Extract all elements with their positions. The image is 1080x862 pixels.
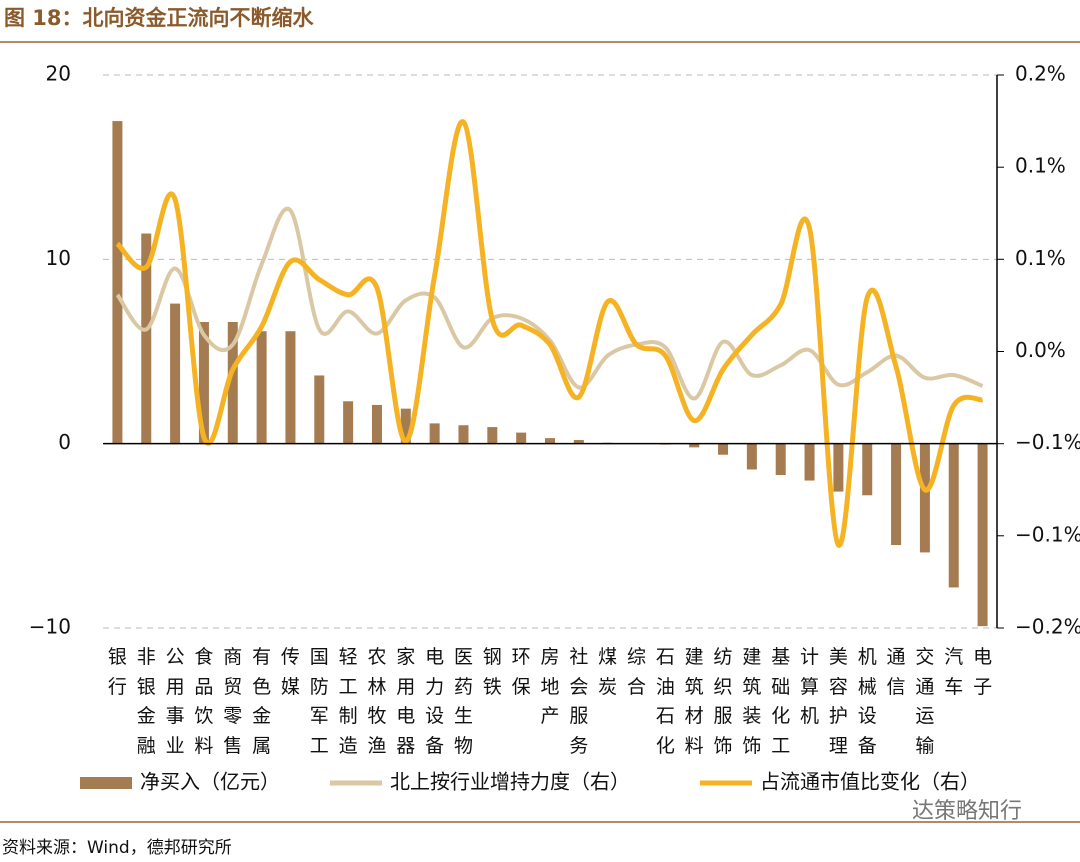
y2-tick-label: −0.2% <box>1015 615 1080 639</box>
bar <box>343 401 354 444</box>
legend-label: 占流通市值比变化（右） <box>760 770 980 794</box>
bar <box>371 404 382 444</box>
y2-tick-label: 0.1% <box>1015 246 1066 270</box>
y2-tick-label: 0.1% <box>1015 154 1066 178</box>
bar <box>141 233 152 444</box>
x-tick-label: 环保 <box>511 646 531 698</box>
x-tick-label: 石油石化 <box>655 646 675 757</box>
y-tick-label: −10 <box>29 615 71 639</box>
x-tick-label: 交通运输 <box>915 646 935 757</box>
bar <box>198 322 209 444</box>
x-tick-label: 电力设备 <box>425 646 445 757</box>
x-tick-label: 建筑材料 <box>684 646 704 757</box>
bar <box>948 443 959 588</box>
x-tick-label: 有色金属 <box>252 646 272 757</box>
y2-tick-label: −0.1% <box>1015 522 1080 546</box>
x-tick-label: 机械设备 <box>857 646 877 757</box>
bar <box>285 331 296 444</box>
x-tick-label: 非银金融 <box>136 646 156 757</box>
bar <box>487 427 498 444</box>
legend-label: 北上按行业增持力度（右） <box>390 770 630 794</box>
y-tick-label: 0 <box>58 430 71 454</box>
x-tick-label: 轻工制造 <box>338 646 358 757</box>
bar <box>545 438 555 444</box>
x-tick-label: 综合 <box>627 646 647 698</box>
x-tick-label: 煤炭 <box>598 646 618 698</box>
bar <box>862 443 873 496</box>
bar <box>400 408 411 444</box>
x-tick-label: 传媒 <box>280 646 300 698</box>
x-tick-label: 国防军工 <box>309 646 329 757</box>
y2-tick-label: −0.1% <box>1015 430 1080 454</box>
x-tick-label: 农林牧渔 <box>367 646 387 757</box>
line <box>115 206 984 401</box>
x-tick-label: 通信 <box>886 646 906 698</box>
bar <box>746 443 757 470</box>
bar <box>689 443 700 448</box>
y-tick-label: 20 <box>46 62 71 86</box>
x-tick-label: 纺织服饰 <box>713 646 733 757</box>
x-tick-label: 医药生物 <box>453 646 473 757</box>
x-tick-label: 银行 <box>107 646 127 698</box>
x-tick-label: 钢铁 <box>482 646 502 698</box>
x-tick-label: 商贸零售 <box>223 646 243 757</box>
x-tick-label: 家用电器 <box>396 646 416 757</box>
bar <box>170 303 181 444</box>
source: 资料来源：Wind，德邦研究所 <box>2 838 232 858</box>
bar <box>775 443 786 476</box>
line <box>115 119 984 548</box>
x-tick-label: 美容护理 <box>828 646 848 757</box>
x-tick-label: 建筑装饰 <box>742 646 762 757</box>
bar <box>804 443 815 481</box>
bar <box>256 331 267 444</box>
bar <box>227 322 238 444</box>
bar <box>718 443 729 455</box>
bar <box>112 121 123 444</box>
bar <box>429 423 440 444</box>
bar <box>458 425 469 444</box>
x-tick-label: 汽车 <box>944 646 964 698</box>
bar <box>573 439 584 444</box>
x-tick-label: 公用事业 <box>165 646 185 757</box>
x-tick-label: 社会服务 <box>569 646 589 757</box>
x-tick-label: 基础化工 <box>771 646 791 757</box>
y2-tick-label: 0.0% <box>1015 338 1066 362</box>
x-tick-label: 食品饮料 <box>194 646 214 757</box>
x-tick-label: 电子 <box>973 646 993 698</box>
y-tick-label: 10 <box>46 246 71 270</box>
x-tick-label: 计算机 <box>800 646 820 727</box>
bar <box>891 443 902 546</box>
bar <box>977 443 988 627</box>
watermark: 达策略知行 <box>912 799 1022 824</box>
y2-tick-label: 0.2% <box>1015 62 1066 86</box>
bar <box>919 443 930 553</box>
legend-label: 净买入（亿元） <box>140 770 280 794</box>
x-tick-label: 房地产 <box>540 646 560 727</box>
bar <box>516 432 527 444</box>
bar <box>314 375 325 444</box>
legend-swatch <box>80 777 132 789</box>
bar <box>833 443 844 492</box>
title: 图 18：北向资金正流向不断缩水 <box>4 6 315 30</box>
